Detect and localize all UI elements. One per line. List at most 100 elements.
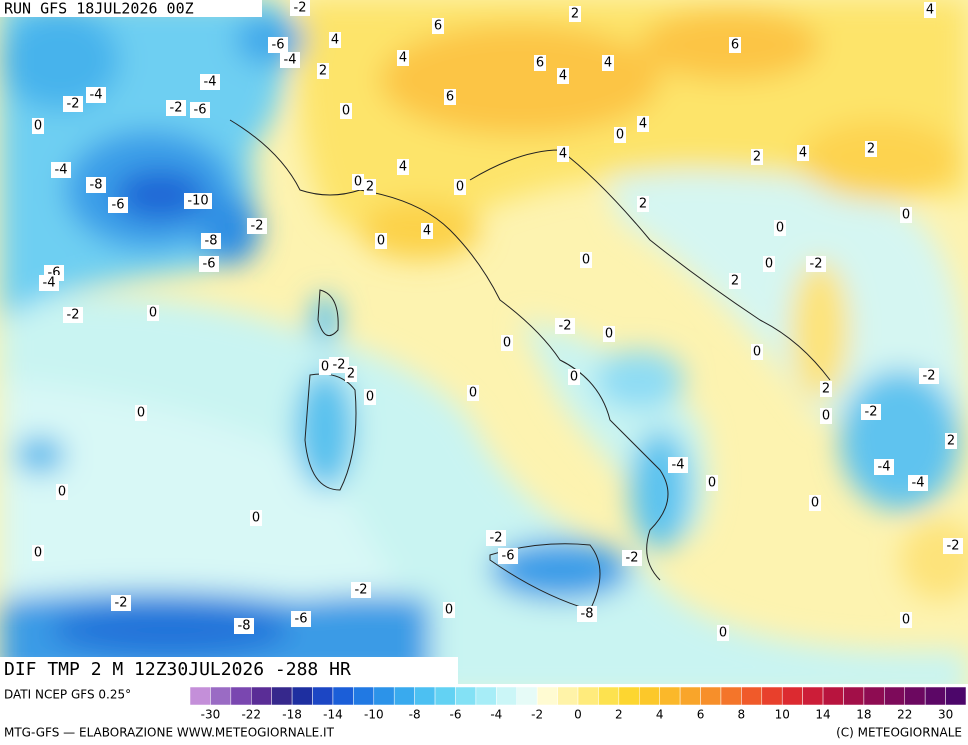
colorbar-swatch [210, 686, 232, 706]
contour-label: -8 [581, 607, 594, 622]
colorbar-swatch [332, 686, 354, 706]
contour-label-bg [602, 55, 614, 71]
contour-label-bg [108, 197, 128, 213]
contour-label-bg [247, 218, 267, 234]
contour-label: 0 [902, 613, 910, 628]
contour-label-bg [751, 149, 763, 165]
contour-label: 0 [902, 208, 910, 223]
contour-label-bg [763, 256, 775, 272]
contour-label-bg [250, 510, 262, 526]
colorbar-swatch [700, 686, 722, 706]
contour-label-bg [290, 0, 310, 16]
contour-label: 4 [423, 224, 431, 239]
contour-label: 0 [469, 386, 477, 401]
contour-label-bg [945, 433, 957, 449]
contour-label-bg [861, 404, 881, 420]
contour-label-bg [569, 6, 581, 22]
contour-label: -4 [672, 458, 685, 473]
contour-label-bg [820, 408, 832, 424]
colorbar-tick-label: -4 [490, 708, 502, 722]
colorbar-tick-label: 0 [574, 708, 582, 722]
contour-label-bg [184, 193, 212, 209]
contour-label-bg [268, 37, 288, 53]
colorbar-swatch [904, 686, 926, 706]
colorbar-tick-label: 8 [738, 708, 746, 722]
contour-label: 4 [639, 117, 647, 132]
contour-label: -2 [170, 101, 183, 116]
contour-label: -2 [947, 539, 960, 554]
colorbar-tick-label: 18 [856, 708, 871, 722]
colorbar-swatch [455, 686, 477, 706]
contour-label-bg [329, 32, 341, 48]
colorbar-swatch [598, 686, 620, 706]
contour-label: 0 [708, 476, 716, 491]
contour-label: -2 [115, 596, 128, 611]
contour-label-bg [345, 366, 357, 382]
colorbar-swatch [496, 686, 517, 706]
contour-label: -4 [204, 75, 217, 90]
contour-label: 6 [434, 19, 442, 34]
colorbar-swatch [577, 686, 599, 706]
contour-label: 0 [776, 221, 784, 236]
contour-label: -6 [502, 549, 515, 564]
contour-label-bg [534, 55, 546, 71]
contour-label-bg [614, 127, 626, 143]
contour-label-bg [501, 335, 513, 351]
contour-label: -2 [559, 319, 572, 334]
contour-label: 2 [947, 434, 955, 449]
contour-label-bg [919, 368, 939, 384]
contour-label: 0 [58, 485, 66, 500]
contour-label: 4 [559, 147, 567, 162]
contour-label: 0 [342, 104, 350, 119]
colorbar-swatch [659, 686, 681, 706]
colorbar-swatch [189, 686, 211, 706]
contour-label-bg [200, 74, 220, 90]
contour-label: 0 [582, 253, 590, 268]
colorbar-swatch [251, 686, 272, 706]
contour-label: 4 [799, 146, 807, 161]
colorbar-tick-label: -14 [323, 708, 343, 722]
colorbar-swatch [291, 686, 313, 706]
contour-label: 0 [252, 511, 260, 526]
contour-label: 0 [354, 175, 362, 190]
contour-label-bg [444, 89, 456, 105]
contour-label-bg [352, 174, 364, 190]
contour-label-bg [637, 196, 649, 212]
colorbar-swatch [393, 686, 415, 706]
contour-label: 0 [616, 128, 624, 143]
contour-label-bg [637, 116, 649, 132]
contour-label-bg [364, 389, 376, 405]
colorbar-tick-label: -8 [409, 708, 421, 722]
field-title: DIF TMP 2 M 12Z30JUL2026 -288 HR [4, 659, 351, 680]
contour-label-bg [729, 273, 741, 289]
contour-label: -2 [626, 551, 639, 566]
contour-label-bg [454, 179, 466, 195]
contour-label: 4 [604, 56, 612, 71]
contour-label-bg [63, 307, 83, 323]
contour-label-bg [432, 18, 444, 34]
colorbar-swatch [230, 686, 252, 706]
contour-label: 0 [719, 626, 727, 641]
contour-label: -6 [203, 257, 216, 272]
contour-label-bg [32, 118, 44, 134]
contour-label-bg [375, 233, 387, 249]
contour-label: -4 [43, 276, 56, 291]
contour-label-bg [580, 252, 592, 268]
colorbar-swatch [863, 686, 885, 706]
colorbar-swatch [475, 686, 497, 706]
contour-label: -10 [187, 194, 208, 209]
contour-label: 0 [445, 603, 453, 618]
contour-label: -2 [865, 405, 878, 420]
colorbar-swatch [781, 686, 803, 706]
contour-label: -2 [355, 583, 368, 598]
contour-label-bg [421, 223, 433, 239]
contour-label-bg [319, 359, 331, 375]
contour-label: 0 [137, 406, 145, 421]
colorbar-swatch [924, 686, 946, 706]
contour-label-bg [622, 550, 642, 566]
colorbar-tick-label: 22 [897, 708, 912, 722]
contour-label-bg [729, 37, 741, 53]
contour-label: 0 [321, 360, 329, 375]
colorbar-tick-label: 14 [815, 708, 830, 722]
